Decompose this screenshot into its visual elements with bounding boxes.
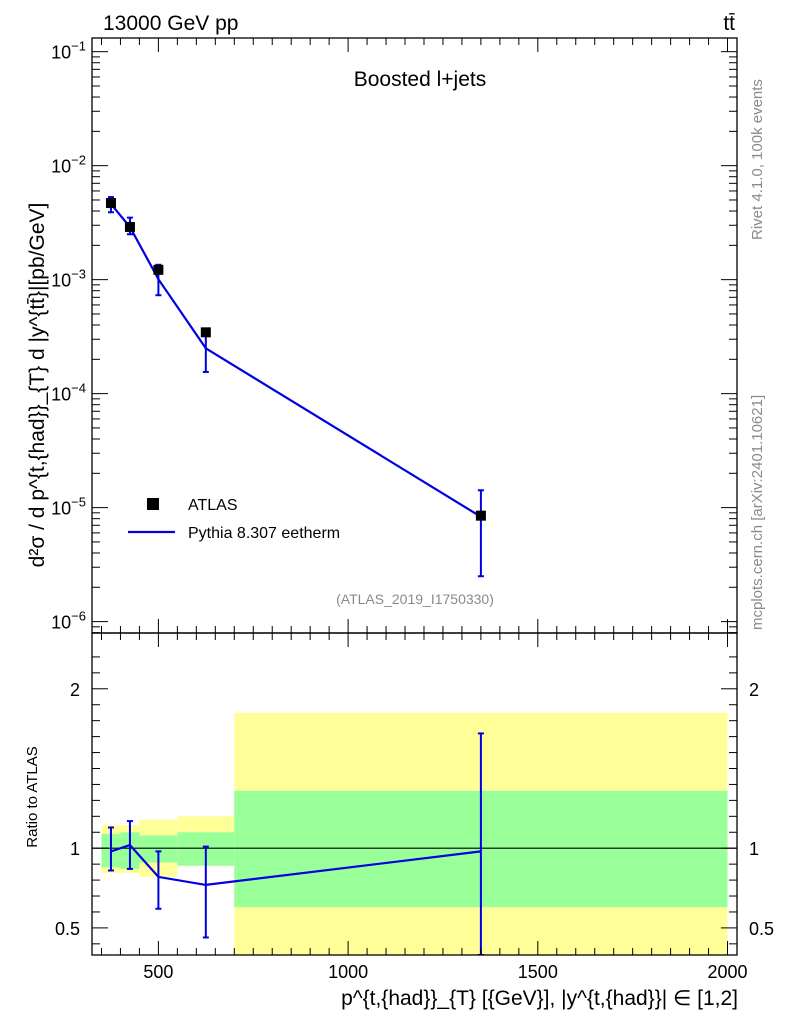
x-axis-label: p^{t,{had}}_{T} [{GeV}], |y^{t,{had}}| ∈… [341, 987, 738, 1010]
main-frame [91, 37, 738, 634]
ratio-panel: 500 1000 1500 2000 0.5 0.5 1 1 2 2 Ratio to ATLAS… [24, 632, 774, 1010]
main-y-axis-label: d²σ / d p^{t,{had}}_{T} d |y^{tt̄}|[pb/G… [26, 203, 49, 568]
x-tick-label: 1500 [518, 962, 558, 982]
atlas-data-point [153, 264, 164, 275]
header-right-label: tt̄ [723, 12, 735, 35]
ratio-frame [91, 632, 738, 956]
analysis-watermark: (ATLAS_2019_I1750330) [336, 591, 494, 607]
ratio-y-tick-label-left: 2 [70, 680, 80, 700]
legend-atlas-label: ATLAS [188, 497, 238, 514]
main-title: Boosted l+jets [354, 68, 487, 91]
y-tick-label: 10−2 [51, 153, 86, 177]
ratio-y-tick-label-right: 0.5 [749, 919, 774, 939]
x-tick-label: 1000 [328, 962, 368, 982]
y-tick-label: 10−6 [51, 609, 86, 633]
header-left-label: 13000 GeV pp [103, 12, 238, 35]
y-tick-label: 10−3 [51, 267, 86, 291]
y-tick-label: 10−1 [51, 39, 86, 63]
x-tick-label: 500 [143, 962, 173, 982]
legend: ATLAS Pythia 8.307 eetherm [128, 497, 340, 542]
legend-pythia-label: Pythia 8.307 eetherm [188, 525, 340, 542]
atlas-data-point [475, 510, 486, 521]
ratio-y-tick-label-right: 2 [749, 680, 759, 700]
ratio-data-marks [92, 732, 737, 955]
y-tick-label: 10−5 [51, 495, 86, 519]
ratio-y-axis-label: Ratio to ATLAS [24, 746, 41, 847]
rivet-label: Rivet 4.1.0, 100k events [749, 79, 766, 240]
main-panel: 10−610−510−410−310−210−1 Boosted l+jets … [26, 37, 738, 634]
ratio-y-tick-label-right: 1 [749, 839, 759, 859]
atlas-data-point [200, 327, 211, 338]
ratio-y-tick-label-left: 1 [70, 839, 80, 859]
legend-atlas-marker [147, 498, 159, 510]
ratio-uncertainty-bands [101, 712, 728, 955]
mcplots-label: mcplots.cern.ch [arXiv:2401.10621] [749, 395, 766, 630]
ratio-axis-ticks: 500 1000 1500 2000 0.5 0.5 1 1 2 2 [55, 633, 774, 982]
pythia-curve [110, 203, 482, 518]
ratio-y-tick-label-left: 0.5 [55, 919, 80, 939]
main-axis-ticks: 10−6 10−5 10−4 10−3 10−2 10−1 [51, 38, 737, 634]
main-data-marks [105, 196, 486, 578]
x-tick-label: 2000 [707, 962, 747, 982]
y-tick-label: 10−4 [51, 381, 86, 405]
atlas-data-point [124, 221, 135, 232]
atlas-data-point [105, 198, 116, 209]
